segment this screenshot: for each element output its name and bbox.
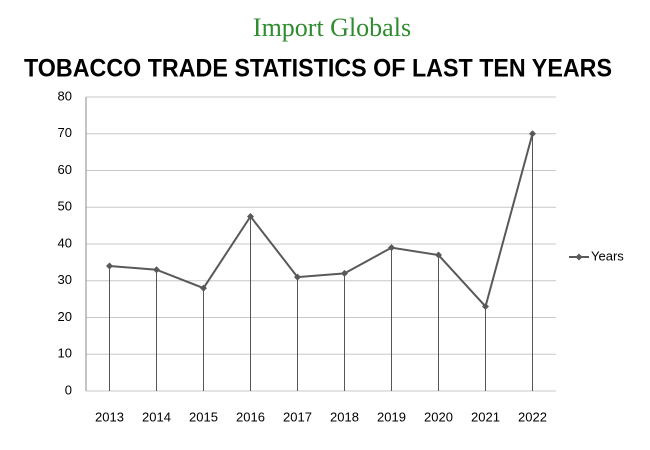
x-tick-label: 2018 — [330, 409, 359, 424]
point-marker — [341, 269, 348, 277]
point-marker — [529, 130, 536, 138]
logo: Import Globals — [253, 13, 411, 42]
point-marker — [482, 302, 489, 310]
y-tick-label: 30 — [58, 272, 72, 287]
y-tick-label: 70 — [58, 125, 72, 140]
legend-marker — [575, 253, 583, 261]
point-marker — [200, 284, 207, 292]
x-tick-label: 2017 — [283, 409, 312, 424]
x-tick-label: 2021 — [471, 409, 500, 424]
x-tick-label: 2019 — [377, 409, 406, 424]
point-marker — [106, 262, 113, 270]
y-tick-label: 10 — [58, 346, 72, 361]
point-marker — [247, 212, 254, 220]
x-tick-label: 2014 — [142, 409, 171, 424]
y-tick-label: 60 — [58, 162, 72, 177]
y-tick-label: 50 — [58, 199, 72, 214]
x-tick-label: 2022 — [518, 409, 547, 424]
point-marker — [153, 266, 160, 274]
chart-title: TOBACCO TRADE STATISTICS OF LAST TEN YEA… — [24, 55, 612, 83]
point-marker — [435, 251, 442, 259]
legend-label: Years — [591, 248, 624, 263]
x-tick-label: 2020 — [424, 409, 453, 424]
x-tick-label: 2013 — [95, 409, 124, 424]
x-tick-label: 2015 — [189, 409, 218, 424]
y-tick-label: 0 — [65, 382, 72, 397]
point-marker — [388, 244, 395, 252]
point-marker — [294, 273, 301, 281]
x-tick-label: 2016 — [236, 409, 265, 424]
y-tick-label: 40 — [58, 235, 72, 250]
y-tick-label: 80 — [58, 88, 72, 103]
series-line — [109, 133, 534, 309]
y-tick-label: 20 — [58, 309, 72, 324]
